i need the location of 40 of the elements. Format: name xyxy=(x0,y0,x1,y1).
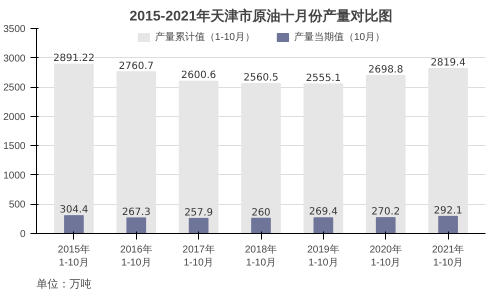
y-tick-label: 2000 xyxy=(3,112,26,123)
y-tick-label: 3000 xyxy=(3,53,26,64)
y-tick-label: 0 xyxy=(20,229,26,240)
y-tick-label: 1000 xyxy=(3,170,26,182)
y-tick-label: 500 xyxy=(8,200,26,211)
y-tick-label: 2500 xyxy=(3,82,26,94)
x-tick-label: 2020年 1-10月 xyxy=(370,244,402,269)
data-label: 270.2 xyxy=(371,206,400,218)
bar xyxy=(251,218,271,234)
data-label: 2560.5 xyxy=(244,72,279,84)
y-tick-label: 1500 xyxy=(3,141,26,152)
data-label: 2891.22 xyxy=(53,53,95,64)
data-label: 292.1 xyxy=(434,205,462,216)
bar xyxy=(314,217,334,234)
bar xyxy=(126,217,146,234)
data-label: 304.4 xyxy=(60,204,88,216)
x-tick-label: 2015年 1-10月 xyxy=(58,244,90,269)
data-label: 2819.4 xyxy=(430,57,466,68)
data-label: 269.4 xyxy=(309,206,338,218)
data-label: 2698.8 xyxy=(368,64,404,76)
bar xyxy=(376,217,396,234)
x-tick-label: 2019年 1-10月 xyxy=(307,244,340,269)
data-label: 260 xyxy=(251,207,271,218)
data-label: 2600.6 xyxy=(181,70,216,82)
x-tick-label: 2021年 1-10月 xyxy=(432,244,464,269)
bar xyxy=(188,218,208,234)
data-label: 267.3 xyxy=(122,206,151,218)
chart-title: 2015-2021年天津市原油十月份产量对比图 xyxy=(130,8,392,24)
data-label: 2555.1 xyxy=(306,72,341,84)
text: 单位：万吨 xyxy=(36,278,92,290)
bar xyxy=(64,215,84,234)
bar xyxy=(438,216,458,234)
legend-label: 产量当期值（10月） xyxy=(294,30,386,44)
x-tick-label: 2018年 1-10月 xyxy=(244,244,278,269)
x-tick-label: 2017年 1-10月 xyxy=(182,244,215,269)
y-tick-label: 3500 xyxy=(3,24,26,35)
x-tick-label: 2016年 1-10月 xyxy=(120,244,152,269)
data-label: 2760.7 xyxy=(118,60,154,72)
data-label: 257.9 xyxy=(184,207,213,218)
legend-label: 产量累计值（1-10月） xyxy=(154,30,255,44)
